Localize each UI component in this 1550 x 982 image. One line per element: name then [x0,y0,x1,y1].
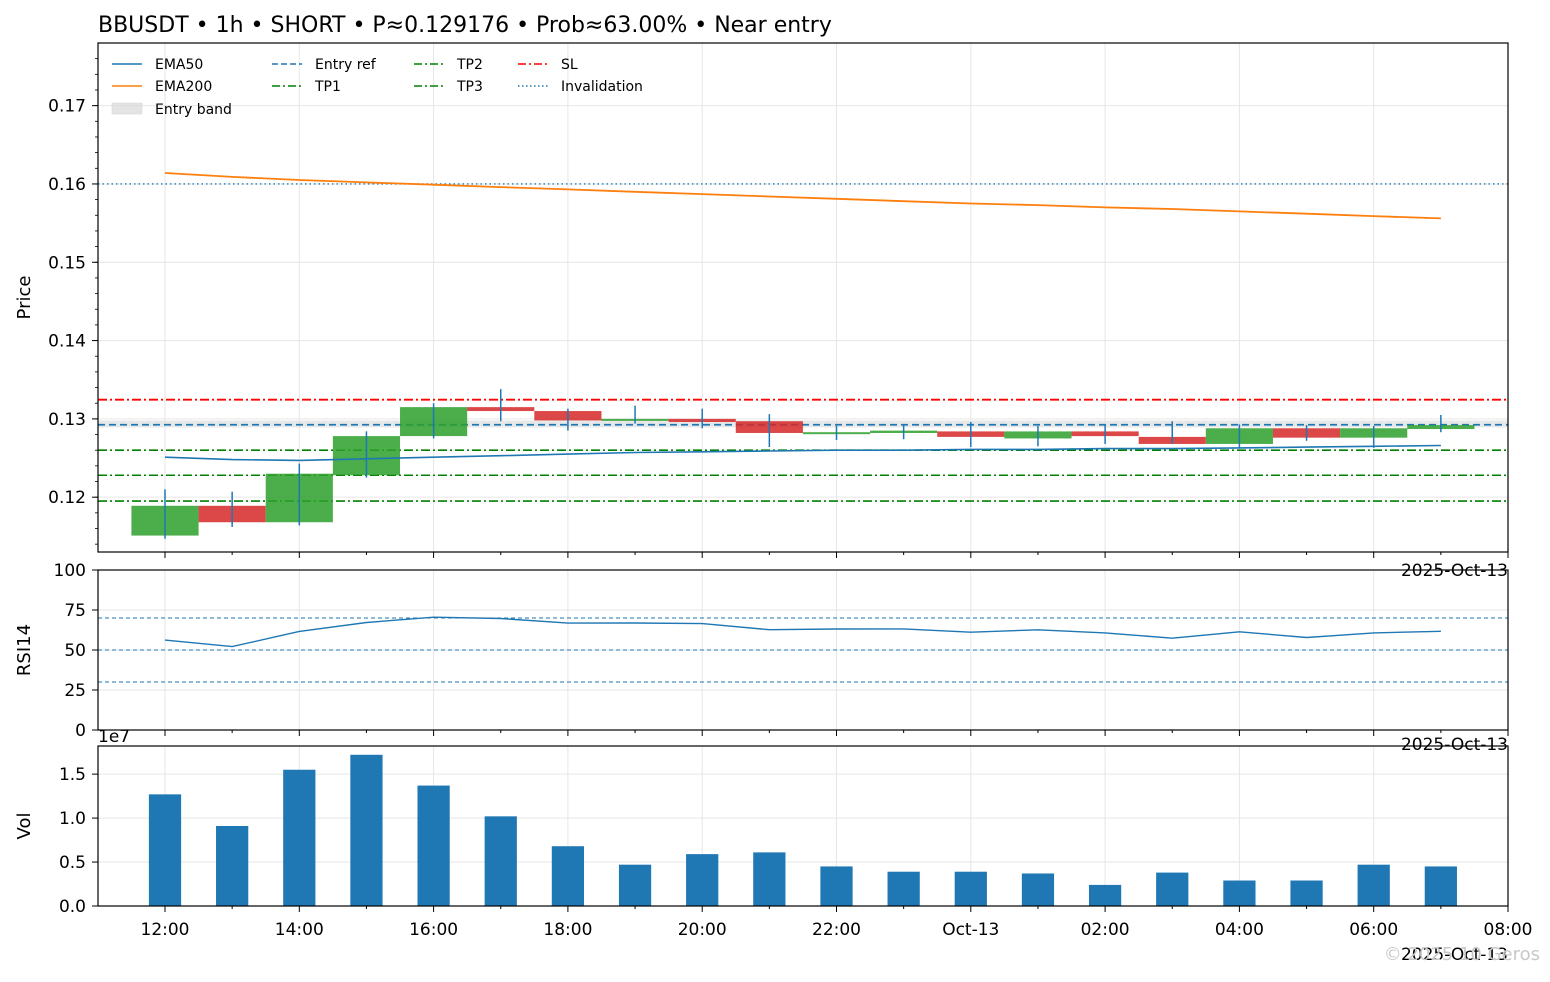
x-tick-label: 02:00 [1081,920,1130,940]
vol-frame [97,745,1509,907]
price-ytick-label: 0.12 [48,488,86,508]
volume-bar [618,864,652,906]
vol-scale-offset: 1e7 [98,727,130,747]
volume-bar [753,852,786,906]
rsi-date-offset: 2025-Oct-13 [1401,735,1508,755]
legend-label: TP1 [314,79,341,95]
vol-ylabel: Vol [14,813,35,840]
rsi-ytick-label: 50 [64,641,86,661]
legend-label: TP3 [456,79,483,95]
volume-bar [551,846,585,906]
vol-ytick-label: 1.5 [59,765,86,785]
volume-bar [954,871,987,906]
legend: EMA50 EMA200 Entry band Entry ref TP1 TP2 TP3 S… [111,57,643,118]
x-tick-label: 22:00 [812,920,861,940]
rsi-ylabel: RSI14 [14,624,35,676]
volume-bar [1357,864,1390,906]
volume-bar [484,816,517,906]
legend-label: Entry ref [315,57,377,73]
x-tick-label: 06:00 [1349,920,1398,940]
price-ytick-label: 0.15 [48,253,86,273]
chart-title: BBUSDT • 1h • SHORT • P≈0.129176 • Prob≈… [98,13,832,38]
price-date-offset: 2025-Oct-13 [1401,561,1508,581]
legend-label: SL [561,57,578,73]
legend-label: Invalidation [561,79,643,95]
x-tick-label: 04:00 [1215,920,1264,940]
price-ytick-label: 0.17 [48,97,86,117]
rsi-ytick-label: 100 [54,561,86,581]
volume-bar [1156,872,1189,906]
volume-bar [1021,873,1055,906]
legend-swatch [111,102,143,115]
vol-date-offset: 2025-Oct-13 [1401,945,1508,965]
ema50-line [164,444,1441,462]
volume-bar [686,854,719,906]
rsi-line [164,616,1441,648]
watermark: © 2025 10 Geros [1384,944,1540,965]
rsi-ytick-label: 25 [64,681,86,701]
price-ytick-label: 0.14 [48,332,86,352]
x-tick-label: Oct-13 [942,920,999,940]
x-tick-label: 16:00 [409,920,458,940]
x-tick-label: 14:00 [275,920,324,940]
price-panel: 0.12 0.13 0.14 0.15 0.16 0.17 Price 2025-Oct-13… [14,42,1509,581]
volume-bar [148,794,182,906]
x-tick-label: 20:00 [678,920,727,940]
vol-ytick-label: 1.0 [59,809,86,829]
volume-bar [1088,884,1122,906]
rsi-ytick-label: 0 [75,721,86,741]
rsi-ytick-label: 75 [64,601,86,621]
volume-bar [820,866,853,906]
price-frame [97,42,1509,553]
volume-bar [1290,880,1323,906]
volume-bar [350,754,383,906]
volume-bar [417,785,450,906]
x-tick-label: 12:00 [141,920,190,940]
legend-label: EMA50 [155,57,203,73]
volume-bar [1223,880,1256,906]
volume-bar [216,826,249,906]
x-tick-label: 18:00 [543,920,592,940]
volume-bar [283,769,316,906]
ema200-line [164,172,1441,220]
legend-label: Entry band [155,102,232,118]
price-ylabel: Price [14,276,35,320]
vol-ytick-label: 0.0 [59,897,86,917]
vol-ytick-label: 0.5 [59,853,86,873]
volume-bar [887,871,920,906]
volume-panel: 0.0 0.5 1.0 1.5 1e7 Vol 12:00 14:00 16:00 18:00 20… [14,727,1533,965]
legend-label: TP2 [456,57,483,73]
volume-bar [1424,866,1457,906]
x-tick-label: 08:00 [1484,920,1533,940]
price-ytick-label: 0.13 [48,410,86,430]
rsi-panel: 0 25 50 75 100 RSI14 2025-Oct-13 [14,561,1509,755]
price-ytick-label: 0.16 [48,175,86,195]
legend-label: EMA200 [155,79,212,95]
